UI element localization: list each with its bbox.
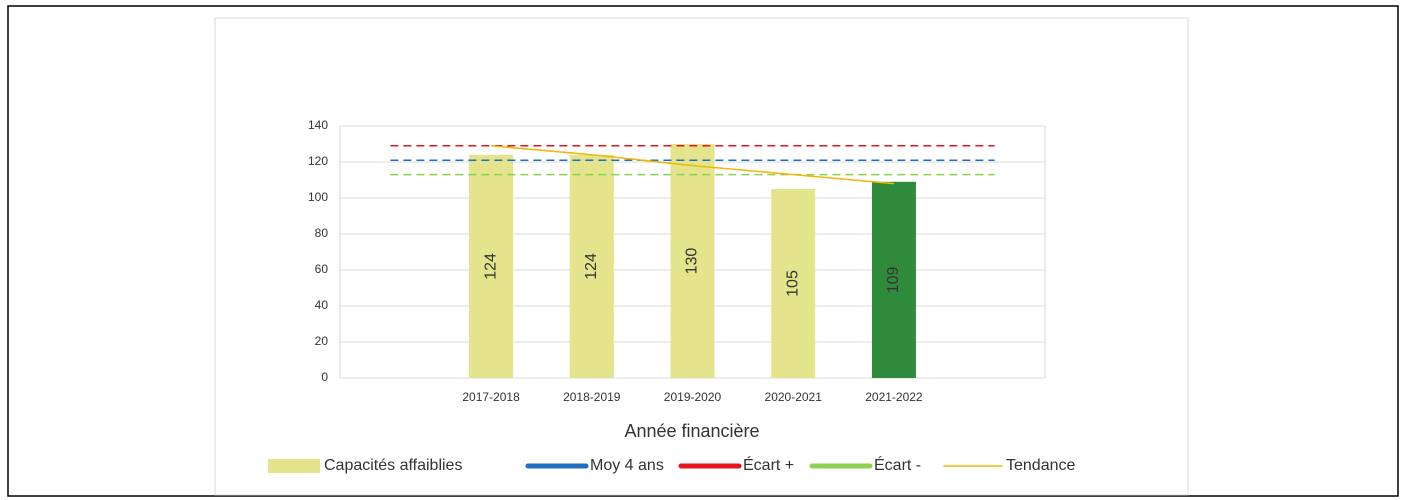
y-tick-label: 40	[315, 298, 329, 312]
bar	[469, 154, 514, 378]
x-tick-label: 2018-2019	[563, 390, 621, 404]
data-label: 105	[784, 270, 801, 297]
legend-label: Moy 4 ans	[590, 457, 664, 474]
x-axis-label: Année financière	[624, 421, 759, 441]
legend-label: Capacités affaiblies	[324, 457, 462, 474]
legend-label: Tendance	[1006, 457, 1075, 474]
data-label: 124	[583, 253, 600, 280]
x-tick-label: 2020-2021	[765, 390, 823, 404]
legend-label: Écart -	[874, 455, 921, 474]
bar	[569, 154, 614, 378]
data-label: 109	[885, 266, 902, 293]
legend-label: Écart +	[743, 455, 794, 474]
chart-area	[214, 17, 1189, 496]
legend-swatch	[268, 459, 320, 473]
bar	[670, 144, 715, 378]
bar	[771, 189, 816, 378]
y-tick-label: 60	[315, 262, 329, 276]
x-tick-label: 2017-2018	[462, 390, 520, 404]
frame	[7, 5, 1399, 497]
y-tick-label: 20	[315, 334, 329, 348]
bar	[871, 181, 916, 378]
data-label: 124	[482, 253, 499, 280]
x-tick-label: 2021-2022	[865, 390, 923, 404]
x-tick-label: 2019-2020	[664, 390, 722, 404]
data-label: 130	[684, 248, 701, 275]
y-tick-label: 100	[308, 190, 328, 204]
y-tick-label: 80	[315, 226, 329, 240]
y-tick-label: 0	[321, 370, 328, 384]
y-tick-label: 120	[308, 154, 328, 168]
line	[491, 145, 894, 185]
y-tick-label: 140	[308, 118, 328, 132]
